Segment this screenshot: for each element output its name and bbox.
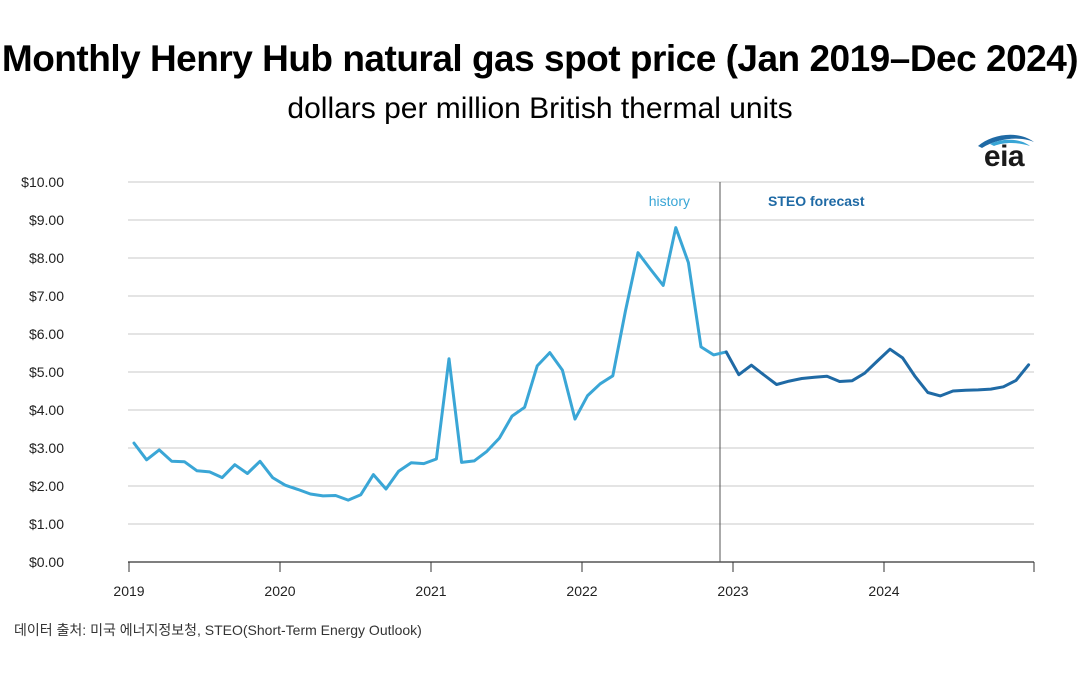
y-axis: $0.00 $1.00 $2.00 $3.00 $4.00 $5.00 $6.00 $7.00…	[21, 174, 64, 570]
y-tick-label: $7.00	[29, 288, 64, 304]
x-tick-label: 2020	[264, 583, 295, 599]
y-tick-label: $2.00	[29, 478, 64, 494]
history-annotation: history	[649, 193, 690, 209]
series-group	[132, 226, 1031, 502]
chart-subtitle: dollars per million British thermal unit…	[287, 92, 793, 125]
source-note: 데이터 출처: 미국 에너지정보청, STEO(Short-Term Energ…	[14, 622, 422, 638]
eia-logo-swoosh-icon	[978, 134, 1034, 148]
x-tick-label: 2023	[717, 583, 748, 599]
chart-title: Monthly Henry Hub natural gas spot price…	[1, 38, 1079, 79]
x-tick-label: 2021	[415, 583, 446, 599]
y-tick-label: $6.00	[29, 326, 64, 342]
history-series-line	[132, 226, 728, 502]
x-tick-label: 2022	[566, 583, 597, 599]
y-tick-label: $10.00	[21, 174, 64, 190]
x-tick-label: 2019	[113, 583, 144, 599]
x-axis: 2019 2020 2021 2022 2023 2024	[113, 562, 1035, 599]
y-tick-label: $4.00	[29, 402, 64, 418]
eia-logo: eia	[968, 128, 1040, 176]
y-tick-label: $9.00	[29, 212, 64, 228]
eia-logo-text: eia	[983, 140, 1025, 173]
y-tick-label: $8.00	[29, 250, 64, 266]
y-tick-label: $0.00	[29, 554, 64, 570]
y-tick-label: $5.00	[29, 364, 64, 380]
forecast-series-line	[724, 347, 1031, 398]
grid-lines	[128, 181, 1034, 563]
y-tick-label: $1.00	[29, 516, 64, 532]
x-tick-label: 2024	[868, 583, 899, 599]
y-tick-label: $3.00	[29, 440, 64, 456]
forecast-annotation: STEO forecast	[768, 193, 865, 209]
